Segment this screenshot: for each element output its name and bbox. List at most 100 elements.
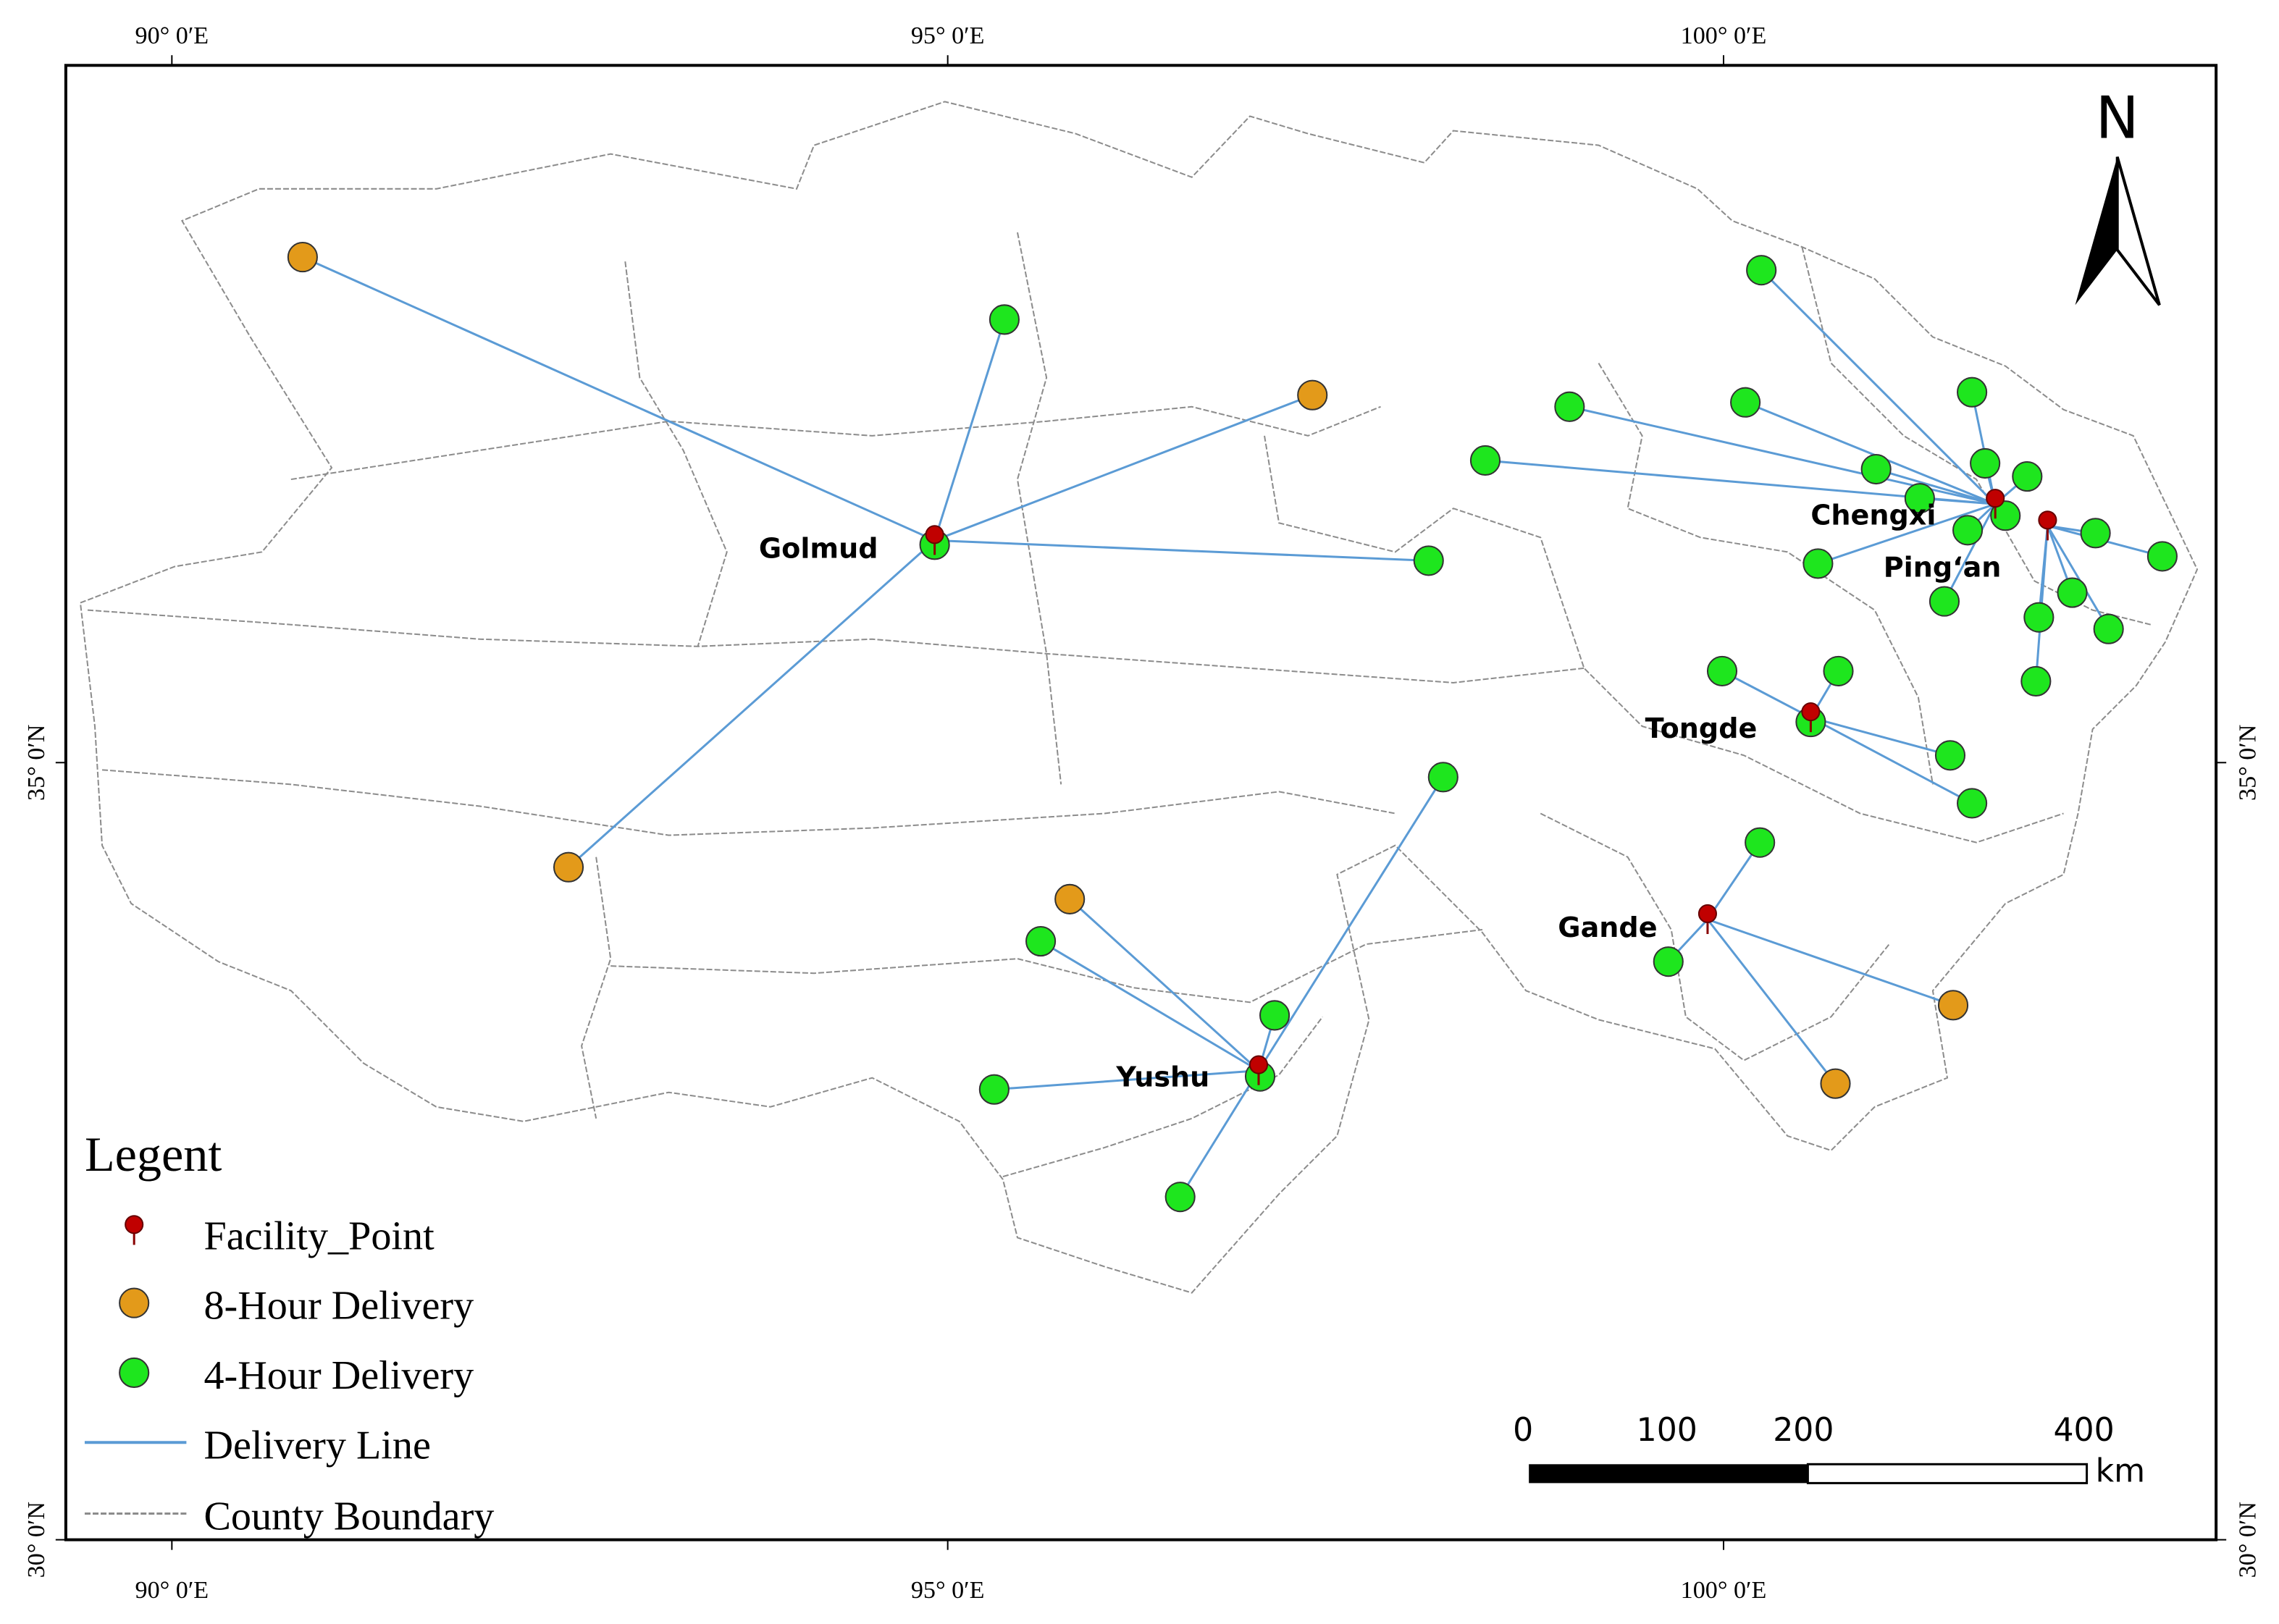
legend-label: 8-Hour Delivery (203, 1284, 474, 1329)
scale-label: 400 (2053, 1412, 2114, 1449)
four-hour-point (1802, 548, 1834, 579)
delivery-line (934, 539, 1429, 562)
county-line (581, 857, 612, 1119)
scale-bar (1529, 1464, 1808, 1484)
four-hour-point (1928, 586, 1960, 617)
legend-label: County Boundary (203, 1494, 494, 1539)
legend-title: Legent (85, 1127, 222, 1182)
north-arrow (2075, 156, 2118, 306)
four-hour-point (1259, 1000, 1290, 1031)
graticule: 90° 0′E 90° 0′E 95° 0′E 95° 0′E 100° 0′E 100°… (23, 22, 2262, 1604)
four-hour-point (2020, 665, 2052, 697)
four-hour-point (1970, 447, 2001, 479)
delivery-line (1817, 502, 1996, 565)
map-frame (64, 64, 2218, 1541)
facility-point (2038, 510, 2057, 530)
scale-labels: 0 100 200 400 (1513, 1412, 2115, 1449)
delivery-line (934, 394, 1313, 542)
four-hour-point (1957, 376, 1988, 408)
four-hour-point (1860, 453, 1892, 485)
longitude-label: 90° 0′E (135, 1577, 209, 1604)
delivery-line (1706, 919, 1837, 1085)
facility-point (125, 1215, 144, 1234)
north-label: N (2096, 85, 2139, 152)
eight-hour-point (1937, 990, 1969, 1021)
delivery-line (1040, 940, 1259, 1072)
four-hour-point (2023, 602, 2055, 633)
latitude-label: 35° 0′N (23, 725, 50, 801)
city-label: Tongde (1645, 712, 1758, 744)
delivery-line (2047, 525, 2110, 630)
four-hour-point (1990, 500, 2021, 531)
four-hour-point (1164, 1182, 1196, 1213)
four-hour-point (1554, 391, 1585, 422)
county-line (1801, 246, 2152, 626)
delivery-line (1745, 401, 1996, 505)
county-line (290, 405, 1381, 481)
delivery-line (302, 256, 936, 542)
county-line (1264, 435, 2064, 843)
delivery-line (933, 319, 1006, 541)
north-arrow (2115, 156, 2161, 306)
four-hour-point (2080, 518, 2111, 549)
delivery-line (1257, 776, 1445, 1072)
legend-label: 4-Hour Delivery (203, 1353, 474, 1398)
scale-bar (1806, 1463, 2089, 1484)
facility-point (1248, 1055, 1269, 1074)
legend-four-hour (119, 1357, 150, 1388)
longitude-label: 95° 0′E (911, 1577, 985, 1604)
delivery-line (994, 1069, 1259, 1091)
four-hour-point (1706, 655, 1738, 686)
county-line (87, 609, 1585, 683)
delivery-lines (302, 256, 2163, 1198)
latitude-label: 35° 0′N (2234, 725, 2261, 801)
four-hour-point (1934, 740, 1966, 771)
scale-label: 100 (1637, 1412, 1697, 1449)
county-boundaries (79, 101, 2199, 1294)
latitude-label: 30° 0′N (23, 1502, 50, 1578)
points: Golmud Chengxi Ping‘an Tongde Gande Yushu (287, 242, 2178, 1213)
four-hour-point (2012, 460, 2043, 492)
four-hour-point (1745, 827, 1776, 858)
scale-label: 200 (1773, 1412, 1834, 1449)
eight-hour-point (1054, 883, 1086, 914)
four-hour-point (978, 1074, 1010, 1105)
four-hour-point (1469, 445, 1501, 476)
delivery-line (1069, 898, 1260, 1072)
four-hour-point (989, 304, 1020, 335)
four-hour-point (1746, 255, 1777, 286)
facility-point (1801, 702, 1821, 722)
longitude-label: 100° 0′E (1681, 22, 1767, 49)
scale-unit: km (2096, 1452, 2146, 1489)
city-label: Ping‘an (1884, 551, 2002, 583)
city-label: Chengxi (1810, 499, 1936, 531)
delivery-line (1760, 269, 1997, 505)
legend: Facility_Point 8-Hour Delivery 4-Hour Deli… (84, 1213, 494, 1539)
delivery-line (1706, 841, 1761, 920)
city-label: Gande (1558, 912, 1657, 943)
delivery-line (1810, 716, 1973, 804)
eight-hour-point (1820, 1068, 1851, 1099)
delivery-line (1707, 918, 1954, 1006)
four-hour-point (1653, 946, 1684, 977)
county-line (1598, 363, 1934, 785)
province-outline (79, 101, 2199, 1294)
four-hour-point (1025, 925, 1057, 957)
delivery-line (1179, 1069, 1260, 1198)
longitude-label: 90° 0′E (135, 22, 209, 49)
county-line (1540, 812, 1890, 1061)
four-hour-point (1427, 762, 1459, 793)
scale-label: 0 (1513, 1412, 1533, 1449)
delivery-line (1943, 503, 1997, 602)
longitude-label: 95° 0′E (911, 22, 985, 49)
facility-point (1986, 489, 2005, 508)
four-hour-point (2057, 577, 2088, 608)
legend-label: Facility_Point (203, 1213, 435, 1258)
delivery-line (568, 539, 936, 868)
four-hour-point (1730, 387, 1761, 418)
four-hour-point (1413, 545, 1444, 576)
latitude-label: 30° 0′N (2234, 1502, 2261, 1578)
longitude-label: 100° 0′E (1681, 1577, 1767, 1604)
